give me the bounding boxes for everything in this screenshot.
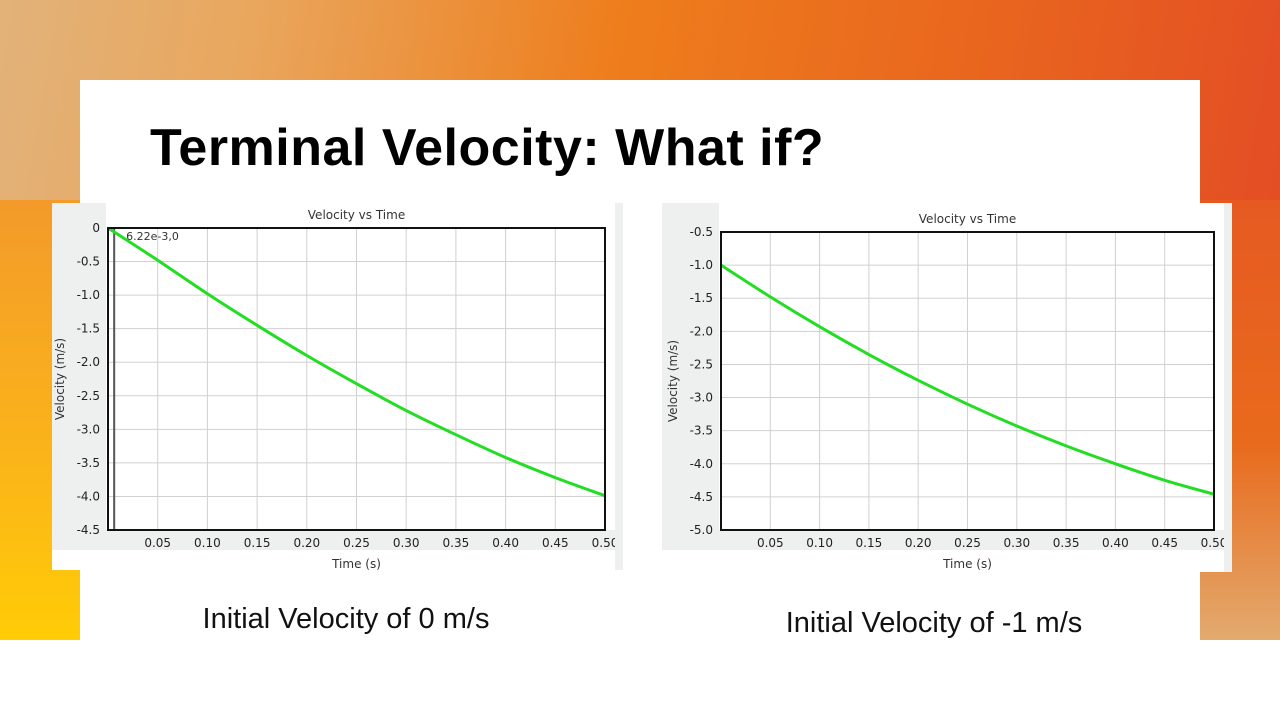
x-tick-label: 0.45 — [1151, 536, 1178, 550]
chart-left-svg: 0.05 0.10 0.15 0.20 0.25 0.30 0.35 0.40 0.45 0.50… — [52, 203, 618, 571]
x-tick-label: 0.30 — [1003, 536, 1030, 550]
x-tick-label: 0.25 — [954, 536, 981, 550]
chart-left: 0.05 0.10 0.15 0.20 0.25 0.30 0.35 0.40 0.45 0.50… — [52, 203, 623, 571]
chart-title: Velocity vs Time — [919, 212, 1016, 226]
x-tick-label: 0.35 — [443, 536, 470, 550]
y-tick-label: -4.0 — [690, 457, 713, 471]
x-tick-label: 0.50 — [1201, 536, 1224, 550]
x-tick-label: 0.15 — [856, 536, 883, 550]
axis-band — [662, 530, 1224, 550]
y-tick-label: -1.5 — [77, 322, 100, 336]
x-tick-label: 0.05 — [144, 536, 171, 550]
axis-band — [52, 530, 615, 550]
y-axis-label: Velocity (m/s) — [53, 338, 67, 420]
y-tick-label: -1.0 — [690, 258, 713, 272]
x-tick-label: 0.35 — [1053, 536, 1080, 550]
x-tick-label: 0.40 — [1102, 536, 1129, 550]
y-tick-label: -4.5 — [690, 490, 713, 504]
bottom-band — [0, 640, 1280, 720]
x-tick-label: 0.20 — [293, 536, 320, 550]
y-tick-label: -3.5 — [77, 456, 100, 470]
x-tick-label: 0.40 — [492, 536, 519, 550]
x-axis-label: Time (s) — [331, 557, 381, 570]
caption-right: Initial Velocity of -1 m/s — [785, 607, 1083, 639]
slide-title: Terminal Velocity: What if? — [150, 119, 825, 177]
x-axis-label: Time (s) — [942, 557, 992, 571]
x-tick-label: 0.50 — [592, 536, 615, 550]
y-tick-label: -1.5 — [690, 291, 713, 305]
x-tick-label: 0.20 — [905, 536, 932, 550]
y-tick-label: -3.0 — [690, 391, 713, 405]
y-tick-label: -0.5 — [77, 255, 100, 269]
y-tick-label: -2.0 — [77, 355, 100, 369]
y-axis-label: Velocity (m/s) — [666, 340, 680, 422]
x-tick-label: 0.45 — [542, 536, 569, 550]
x-tick-label: 0.05 — [757, 536, 784, 550]
y-tick-label: -4.5 — [77, 523, 100, 537]
y-tick-label: -1.0 — [77, 288, 100, 302]
chart-right-svg: 0.05 0.10 0.15 0.20 0.25 0.30 0.35 0.40 0.45 0.50… — [662, 203, 1227, 571]
x-tick-label: 0.30 — [393, 536, 420, 550]
y-tick-label: -5.0 — [690, 523, 713, 537]
y-tick-label: -2.0 — [690, 324, 713, 338]
y-tick-label: 0 — [92, 221, 100, 235]
y-tick-label: -2.5 — [690, 357, 713, 371]
axis-band — [52, 203, 106, 550]
plot-border — [107, 227, 606, 531]
x-tick-label: 0.25 — [343, 536, 370, 550]
x-tick-label: 0.10 — [806, 536, 833, 550]
x-tick-label: 0.15 — [244, 536, 271, 550]
chart-title: Velocity vs Time — [308, 208, 405, 222]
chart-right: 0.05 0.10 0.15 0.20 0.25 0.30 0.35 0.40 0.45 0.50… — [662, 203, 1232, 572]
y-tick-label: -2.5 — [77, 389, 100, 403]
y-tick-label: -3.5 — [690, 424, 713, 438]
cursor-readout: 6.22e-3,0 — [126, 230, 179, 243]
plot-border — [720, 231, 1215, 531]
y-tick-label: -4.0 — [77, 489, 100, 503]
x-tick-label: 0.10 — [194, 536, 221, 550]
y-tick-label: -3.0 — [77, 422, 100, 436]
caption-left: Initial Velocity of 0 m/s — [202, 603, 490, 635]
axis-band — [662, 203, 719, 550]
y-tick-label: -0.5 — [690, 225, 713, 239]
